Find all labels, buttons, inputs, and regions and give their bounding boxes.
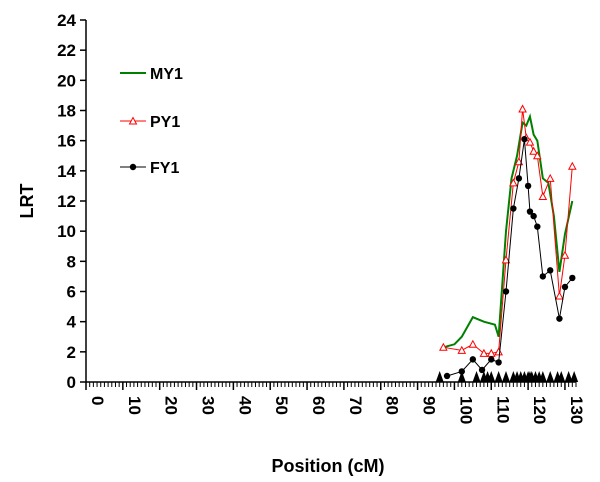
data-point: [443, 372, 451, 380]
data-point: [569, 274, 576, 282]
data-point: [478, 366, 486, 374]
series-line: [443, 108, 573, 354]
data-point: [526, 208, 534, 215]
series-line: [446, 139, 573, 377]
legend-swatch-marker: [129, 163, 137, 171]
x-tick-label: 20: [162, 396, 181, 415]
y-tick-label: 16: [57, 132, 76, 151]
marker-triangle: [487, 371, 496, 382]
data-point: [532, 151, 542, 160]
y-tick-label: 20: [57, 71, 76, 90]
y-tick-label: 2: [67, 343, 76, 362]
series-my1: [443, 113, 574, 349]
marker-triangle: [564, 371, 573, 382]
y-tick-label: 8: [67, 252, 76, 271]
legend-label: PY1: [150, 114, 180, 131]
data-point: [479, 348, 489, 357]
x-axis-title: Position (cM): [272, 456, 385, 476]
marker-triangle: [472, 371, 481, 382]
x-tick-label: 70: [346, 396, 365, 415]
legend-item-my1: MY1: [120, 66, 183, 83]
data-point: [495, 359, 502, 366]
marker-triangle: [435, 371, 444, 382]
x-tick-label: 50: [272, 396, 291, 415]
data-point: [567, 161, 577, 170]
data-point: [457, 345, 467, 354]
data-point: [524, 182, 532, 190]
x-tick-label: 130: [567, 396, 586, 424]
x-tick-label: 40: [235, 396, 254, 415]
x-tick-label: 100: [456, 396, 475, 424]
series-fy1: [443, 135, 576, 380]
x-tick-label: 0: [88, 396, 107, 405]
marker-triangle: [570, 371, 579, 382]
y-tick-label: 22: [57, 41, 76, 60]
data-point: [458, 368, 465, 375]
y-tick-label: 4: [67, 313, 77, 332]
data-point: [560, 250, 570, 259]
data-point: [515, 175, 523, 182]
marker-positions: [435, 371, 579, 382]
data-point: [501, 255, 511, 264]
x-tick-label: 80: [383, 396, 402, 415]
data-point: [529, 146, 538, 155]
marker-triangle: [546, 371, 555, 382]
data-point: [530, 212, 537, 220]
legend: MY1 PY1 FY1: [120, 66, 183, 177]
data-point: [518, 104, 527, 113]
data-point: [547, 267, 554, 274]
series-py1: [439, 104, 577, 357]
x-axis-ticks: 0 10 20 30 40 50 60 70 80 90 100 110 120 130: [85, 382, 586, 424]
data-point: [538, 191, 548, 200]
data-point: [494, 347, 503, 356]
data-point: [502, 288, 510, 295]
data-point: [555, 291, 564, 300]
y-tick-label: 12: [57, 192, 76, 211]
y-tick-label: 6: [67, 283, 76, 302]
y-tick-label: 14: [57, 162, 76, 181]
data-point: [468, 339, 478, 348]
y-tick-label: 10: [57, 222, 76, 241]
legend-swatch-marker: [128, 116, 138, 125]
marker-triangle: [557, 371, 566, 382]
data-point: [439, 342, 448, 351]
x-tick-label: 10: [125, 396, 144, 415]
marker-triangle: [502, 371, 510, 382]
y-tick-label: 18: [57, 102, 76, 121]
series-layer: [439, 104, 577, 380]
y-axis-title: LRT: [17, 184, 37, 219]
y-tick-label: 24: [57, 11, 76, 30]
marker-triangle: [494, 371, 503, 382]
data-point: [539, 273, 547, 280]
data-point: [556, 315, 563, 322]
data-point: [525, 137, 535, 146]
data-point: [534, 223, 541, 230]
series-line: [443, 113, 574, 349]
marker-triangle: [457, 371, 466, 382]
x-tick-label: 60: [309, 396, 328, 415]
data-point: [561, 283, 569, 291]
data-point: [545, 173, 555, 182]
x-tick-label: 30: [199, 396, 218, 415]
data-point: [488, 356, 495, 363]
legend-item-fy1: FY1: [120, 160, 179, 177]
data-point: [510, 205, 517, 212]
y-tick-label: 0: [67, 373, 76, 392]
legend-label: MY1: [150, 66, 183, 83]
x-tick-label: 90: [420, 396, 439, 415]
data-point: [469, 356, 477, 363]
x-tick-label: 110: [493, 396, 512, 423]
x-tick-label: 120: [530, 396, 549, 424]
marker-triangle: [538, 371, 547, 382]
legend-item-py1: PY1: [120, 114, 180, 131]
data-point: [521, 135, 528, 143]
data-point: [509, 178, 518, 187]
legend-label: FY1: [150, 160, 179, 177]
